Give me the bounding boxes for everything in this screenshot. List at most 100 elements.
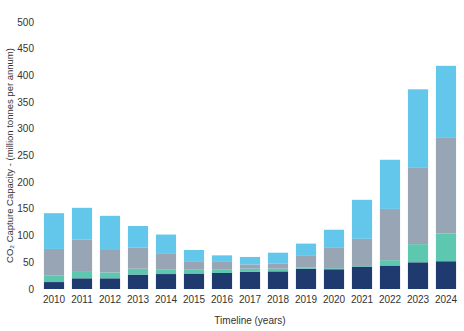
y-tick-label: 50 (23, 257, 35, 268)
bar-segment (408, 262, 428, 289)
x-tick-label: 2019 (295, 294, 318, 305)
bar-segment (128, 247, 148, 268)
bar-segment (324, 230, 344, 248)
bar-segment (240, 272, 260, 289)
bar-segment (44, 276, 64, 282)
y-tick (37, 208, 40, 209)
x-tick-label: 2015 (183, 294, 206, 305)
bar-segment (436, 233, 456, 261)
bar-segment (184, 250, 204, 261)
bar-segment (240, 264, 260, 268)
y-tick-label: 350 (17, 97, 34, 108)
y-tick-label: 100 (17, 230, 34, 241)
bar-segment (268, 263, 288, 268)
chart-svg: 0 50 100 150 200 250 300 350 400 450 500 CO₂ Captur… (0, 0, 464, 331)
bar-segment (128, 275, 148, 289)
y-tick (37, 22, 40, 23)
x-tick-label: 2011 (71, 294, 93, 305)
bar-segment (408, 167, 428, 244)
bar-segment (268, 269, 288, 272)
x-tick-label: 2023 (407, 294, 430, 305)
bar-segment (72, 208, 92, 240)
x-tick-label: 2017 (239, 294, 262, 305)
y-tick (37, 235, 40, 236)
y-tick-label: 250 (17, 150, 34, 161)
y-tick-label: 300 (17, 123, 34, 134)
bar-segment (44, 282, 64, 289)
bar-segment (72, 278, 92, 289)
bar-segment (212, 269, 232, 273)
bar-segment (436, 261, 456, 289)
bar-segment (408, 244, 428, 262)
x-tick-label: 2014 (155, 294, 178, 305)
bar-segment (240, 257, 260, 264)
bar-segment (72, 239, 92, 272)
bar-segment (212, 273, 232, 289)
bar-segment (296, 256, 316, 268)
bar-segment (436, 66, 456, 138)
bar-segment (380, 160, 400, 209)
y-tick-label: 400 (17, 70, 34, 81)
bar-segment (296, 268, 316, 269)
x-tick-label: 2022 (379, 294, 402, 305)
bar-segment (324, 268, 344, 269)
bar-segment (156, 269, 176, 274)
bar-segment (212, 255, 232, 261)
bar-segment (100, 272, 120, 278)
y-tick-label: 450 (17, 43, 34, 54)
x-tick-label: 2018 (267, 294, 290, 305)
y-tick (37, 128, 40, 129)
y-tick-label: 150 (17, 203, 34, 214)
bar-segment (156, 274, 176, 289)
bar-segment (72, 272, 92, 278)
bar-segment (352, 200, 372, 239)
x-tick-label: 2020 (323, 294, 346, 305)
y-tick (37, 289, 40, 290)
bar-segment (324, 269, 344, 289)
bar-segment (380, 266, 400, 289)
bar-segment (184, 274, 204, 289)
x-tick-label: 2013 (127, 294, 150, 305)
bar-segment (352, 267, 372, 289)
y-tick (37, 182, 40, 183)
bar-segment (352, 265, 372, 267)
bar-segment (296, 244, 316, 256)
y-tick (37, 102, 40, 103)
bar-segment (380, 209, 400, 260)
x-tick-label: 2010 (43, 294, 66, 305)
bar-segment (268, 271, 288, 289)
y-tick-label: 200 (17, 177, 34, 188)
bar-segment (240, 269, 260, 272)
bar-segment (44, 249, 64, 276)
bars (44, 66, 456, 289)
bar-segment (436, 138, 456, 234)
y-tick (37, 75, 40, 76)
bar-segment (100, 216, 120, 250)
bar-segment (128, 226, 148, 247)
bar-segment (408, 89, 428, 167)
chart-container: 0 50 100 150 200 250 300 350 400 450 500 CO₂ Captur… (0, 0, 464, 331)
y-axis-label: CO₂ Capture Capacity - (million tonnes p… (4, 48, 15, 263)
bar-segment (184, 269, 204, 273)
y-tick (37, 48, 40, 49)
x-tick-label: 2024 (435, 294, 458, 305)
bar-segment (324, 248, 344, 268)
y-tick-label: 500 (17, 17, 34, 28)
bar-segment (352, 239, 372, 265)
bar-segment (268, 253, 288, 264)
bar-segment (184, 261, 204, 269)
bar-segment (380, 260, 400, 265)
x-tick-label: 2021 (351, 294, 374, 305)
bar-segment (296, 269, 316, 289)
y-tick-label: 0 (28, 284, 34, 295)
y-tick (37, 262, 40, 263)
bar-segment (100, 250, 120, 272)
x-axis-label: Timeline (years) (214, 315, 285, 326)
bar-segment (156, 235, 176, 254)
bar-segment (100, 278, 120, 289)
x-tick-label: 2016 (211, 294, 234, 305)
bar-segment (156, 253, 176, 269)
bar-segment (44, 213, 64, 249)
y-tick (37, 155, 40, 156)
bar-segment (212, 261, 232, 269)
